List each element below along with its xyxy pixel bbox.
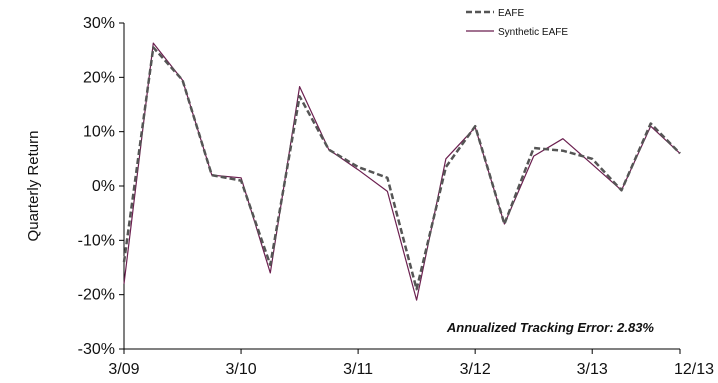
axes	[123, 23, 680, 350]
series-line-synthetic-eafe	[123, 42, 681, 301]
y-tick-label: 20%	[83, 69, 115, 86]
y-tick-label: -10%	[78, 232, 115, 249]
y-tick-label: -30%	[78, 341, 115, 358]
y-tick-label: 30%	[83, 15, 115, 32]
legend: EAFE Synthetic EAFE	[466, 8, 568, 38]
series-lines	[122, 42, 681, 301]
x-tick-label: 3/09	[108, 361, 139, 378]
y-ticks: -30% -20% -10% 0% 10% 20% 30%	[78, 15, 124, 358]
tracking-error-annotation: Annualized Tracking Error: 2.83%	[446, 320, 655, 335]
x-tick-label: 3/12	[460, 361, 491, 378]
x-tick-label: 3/11	[343, 361, 373, 378]
y-axis-title: Quarterly Return	[25, 131, 42, 242]
legend-label-synthetic-eafe: Synthetic EAFE	[498, 27, 568, 38]
x-ticks: 3/09 3/10 3/11 3/12 3/13 12/13	[108, 349, 714, 378]
y-tick-label: 10%	[83, 124, 115, 141]
y-tick-label: 0%	[92, 178, 115, 195]
y-tick-label: -20%	[78, 287, 115, 304]
legend-label-eafe: EAFE	[498, 8, 524, 19]
series-line-eafe	[122, 46, 681, 291]
x-tick-label: 3/13	[577, 361, 608, 378]
x-tick-label: 3/10	[225, 361, 256, 378]
x-tick-label: 12/13	[674, 361, 714, 378]
